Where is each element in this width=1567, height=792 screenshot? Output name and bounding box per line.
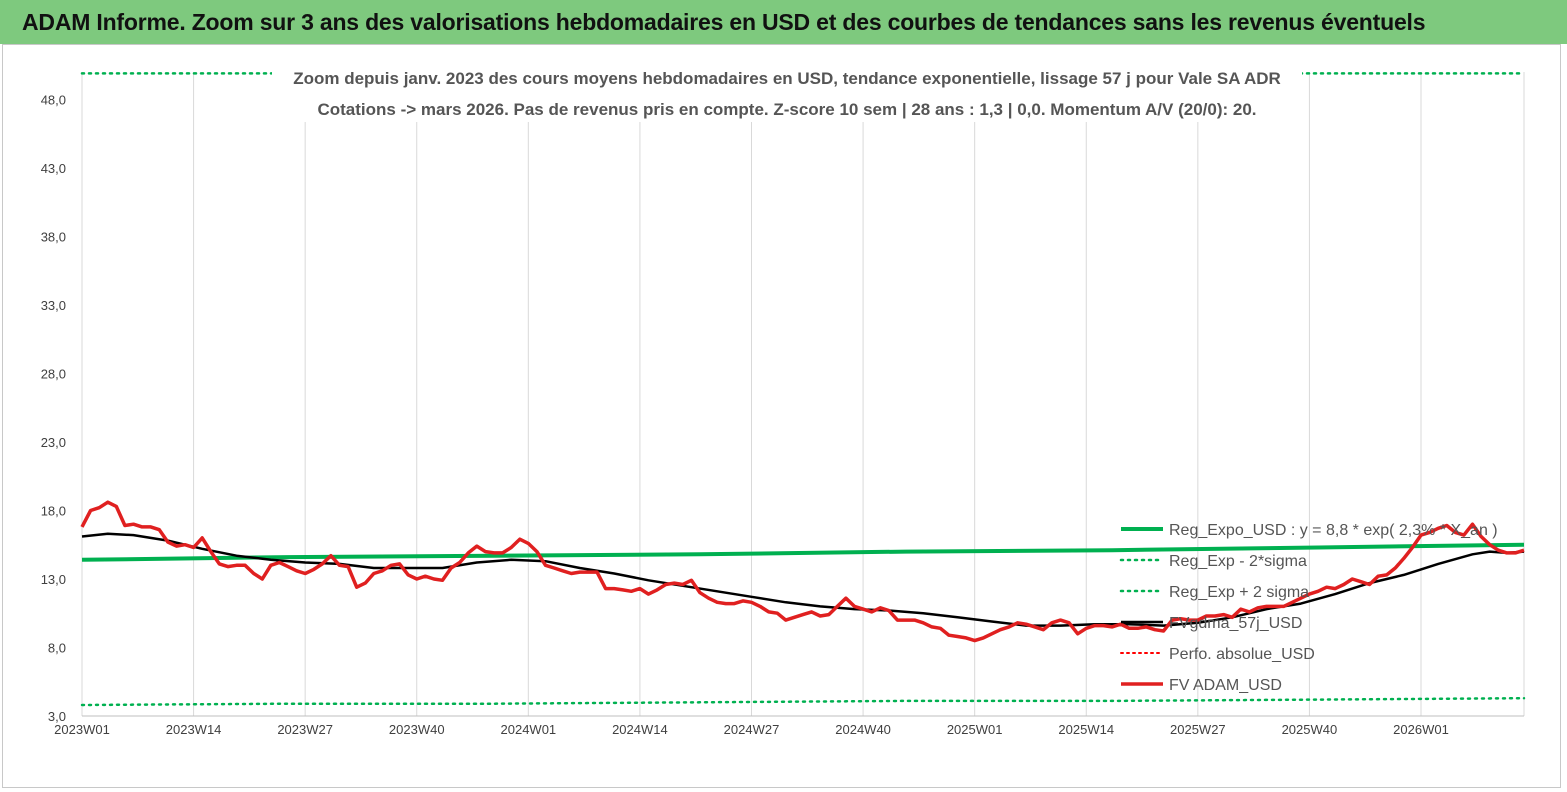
y-tick-label: 48,0 [41, 92, 66, 107]
chart-series [80, 72, 1526, 707]
legend-label: Perfo. absolue_USD [1169, 646, 1315, 663]
chart-gridlines [81, 72, 1525, 717]
y-tick-label: 23,0 [41, 435, 66, 450]
y-tick-label: 33,0 [41, 298, 66, 313]
legend-label: Reg_Exp + 2 sigma [1169, 584, 1309, 601]
series-reg-expo-usd [81, 542, 1525, 562]
legend-label: FVgdma_57j_USD [1169, 615, 1302, 632]
x-tick-label: 2024W27 [724, 722, 780, 737]
chart-title: Zoom depuis janv. 2023 des cours moyens … [272, 62, 1302, 122]
x-tick-label: 2025W14 [1058, 722, 1114, 737]
x-axis-ticks: 2023W01 2023W14 2023W27 2023W40 2024W01 2024W… [54, 722, 1449, 737]
legend-label: Reg_Expo_USD : y = 8,8 * exp( 2,3% * X_a… [1169, 522, 1498, 539]
series-reg-exp-minus-2sigma [80, 696, 1526, 707]
y-tick-label: 18,0 [41, 503, 66, 518]
y-tick-label: 28,0 [41, 366, 66, 381]
series-fvadam-usd [80, 500, 1525, 643]
x-tick-label: 2023W14 [166, 722, 222, 737]
x-tick-label: 2023W40 [389, 722, 445, 737]
chart-title-line-1: Zoom depuis janv. 2023 des cours moyens … [293, 69, 1281, 88]
x-tick-label: 2024W01 [501, 722, 557, 737]
y-tick-label: 8,0 [48, 640, 66, 655]
x-tick-label: 2023W27 [277, 722, 333, 737]
x-tick-label: 2025W27 [1170, 722, 1226, 737]
y-axis-ticks: 3,0 8,0 13,0 18,0 23,0 28,0 33,0 38,0 43,0 48,0 [41, 92, 66, 724]
report-header: ADAM Informe. Zoom sur 3 ans des valoris… [0, 0, 1567, 44]
chart-frame [2, 44, 1561, 788]
y-tick-label: 43,0 [41, 161, 66, 176]
title-background [272, 62, 1302, 122]
y-tick-label: 13,0 [41, 572, 66, 587]
x-tick-label: 2025W40 [1282, 722, 1338, 737]
x-tick-label: 2024W40 [835, 722, 891, 737]
x-tick-label: 2023W01 [54, 722, 110, 737]
chart-title-line-2: Cotations -> mars 2026. Pas de revenus p… [317, 100, 1256, 119]
chart-legend: Reg_Expo_USD : y = 8,8 * exp( 2,3% * X_a… [1119, 522, 1498, 694]
x-tick-label: 2025W01 [947, 722, 1003, 737]
legend-label: Reg_Exp - 2*sigma [1169, 553, 1307, 570]
y-tick-label: 38,0 [41, 229, 66, 244]
y-tick-label: 3,0 [48, 709, 66, 724]
series-fvgdma-57j-usd [81, 532, 1525, 627]
x-tick-label: 2026W01 [1393, 722, 1449, 737]
legend-label: FV ADAM_USD [1169, 677, 1282, 694]
report-title: ADAM Informe. Zoom sur 3 ans des valoris… [22, 9, 1426, 35]
x-tick-label: 2024W14 [612, 722, 668, 737]
